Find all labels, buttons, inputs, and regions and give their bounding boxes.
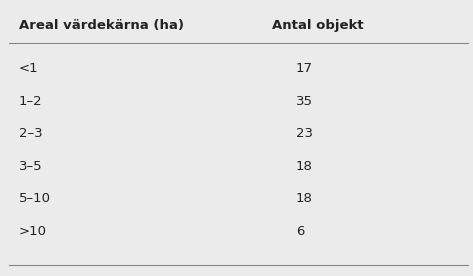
- Text: Antal objekt: Antal objekt: [272, 19, 364, 32]
- Text: >10: >10: [19, 225, 47, 238]
- Text: <1: <1: [19, 62, 38, 75]
- Text: 3–5: 3–5: [19, 160, 43, 173]
- Text: 1–2: 1–2: [19, 95, 43, 108]
- Text: Areal värdekärna (ha): Areal värdekärna (ha): [19, 19, 184, 32]
- Text: 6: 6: [296, 225, 304, 238]
- Text: 35: 35: [296, 95, 313, 108]
- Text: 5–10: 5–10: [19, 192, 51, 205]
- Text: 18: 18: [296, 192, 313, 205]
- Text: 2–3: 2–3: [19, 127, 43, 140]
- Text: 23: 23: [296, 127, 313, 140]
- Text: 18: 18: [296, 160, 313, 173]
- Text: 17: 17: [296, 62, 313, 75]
